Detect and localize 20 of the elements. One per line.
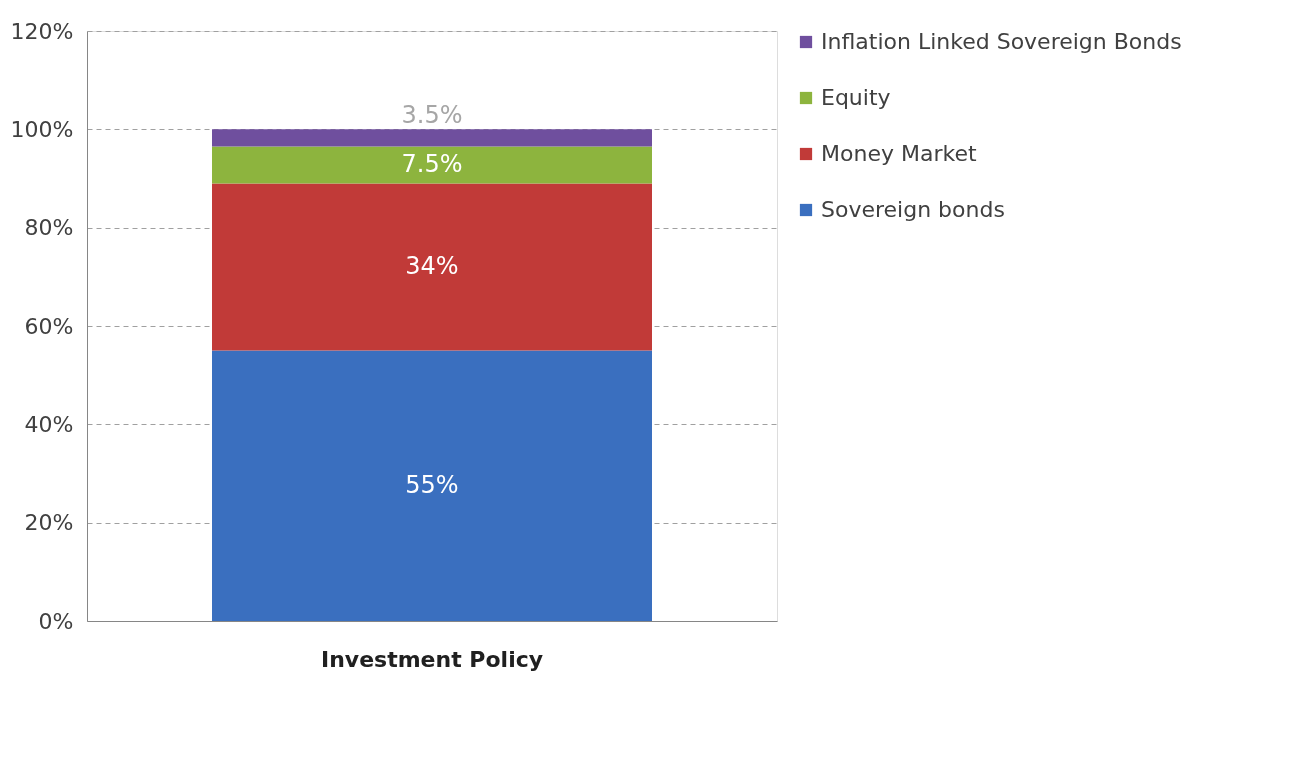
y-tick-label: 0% — [38, 608, 74, 634]
data-label: 55% — [405, 470, 459, 499]
legend-label: Inflation Linked Sovereign Bonds — [821, 29, 1182, 54]
y-tick-label: 40% — [24, 411, 74, 437]
bar — [212, 146, 652, 184]
y-tick-label: 100% — [10, 116, 74, 142]
bar — [212, 183, 652, 351]
y-tick-label: 20% — [24, 510, 74, 536]
data-label: 34% — [405, 252, 459, 280]
y-tick-label: 120% — [10, 18, 74, 44]
bar — [212, 350, 652, 621]
bar — [212, 129, 652, 147]
legend-label: Equity — [821, 85, 891, 110]
data-label: 3.5% — [401, 101, 463, 130]
y-tick-label: 60% — [24, 313, 74, 339]
x-tick-label: Investment Policy — [320, 646, 544, 672]
legend-label: Money Market — [821, 141, 977, 166]
y-tick-label: 80% — [24, 215, 74, 241]
data-label: 7.5% — [401, 149, 463, 178]
legend-label: Sovereign bonds — [821, 197, 1005, 222]
